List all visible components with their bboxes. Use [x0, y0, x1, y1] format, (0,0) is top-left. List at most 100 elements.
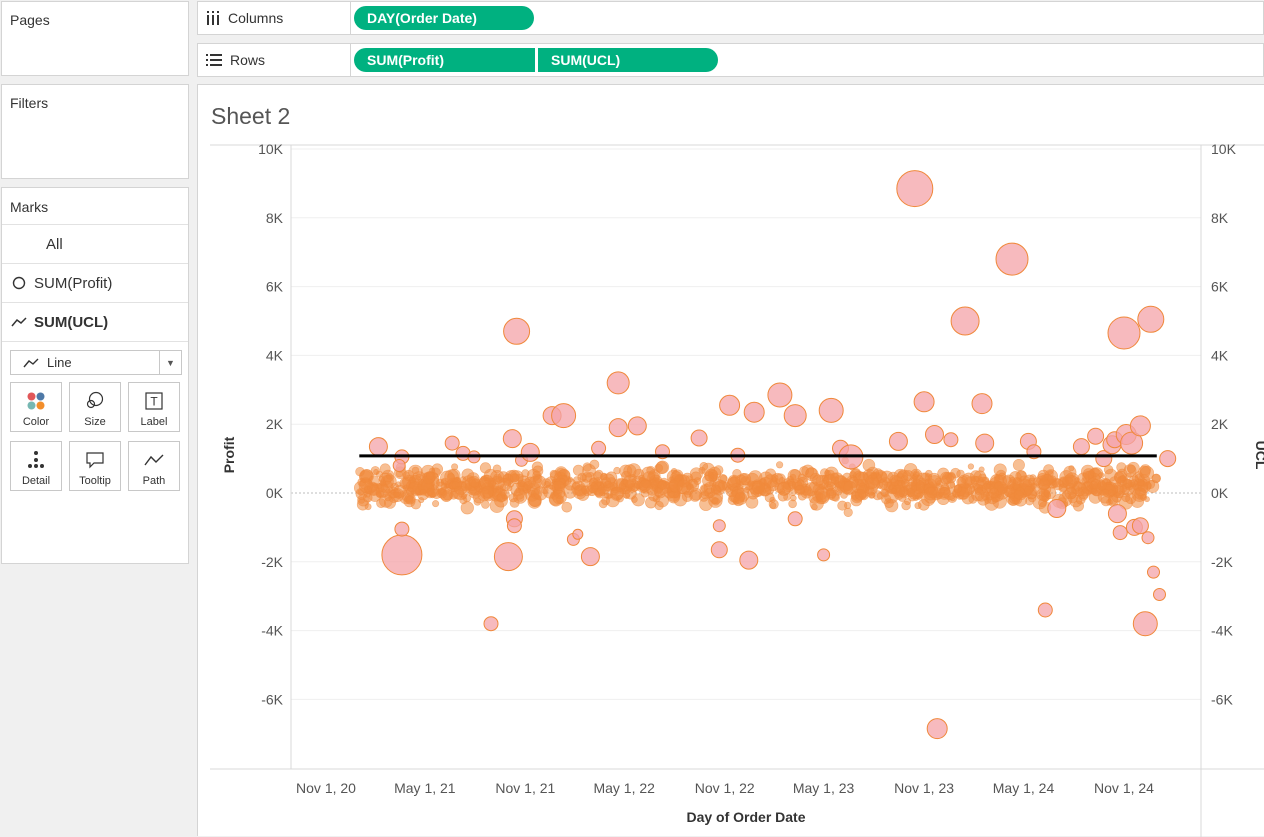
filters-title: Filters — [10, 95, 49, 111]
pill-sum-ucl[interactable]: SUM(UCL) — [538, 48, 718, 72]
data-point — [978, 466, 985, 473]
data-point — [499, 489, 507, 497]
data-point — [655, 460, 670, 474]
data-point — [510, 473, 520, 483]
mark-type-value: Line — [47, 355, 72, 370]
mark-type-dropdown[interactable]: Line ▼ — [10, 350, 182, 375]
data-point — [788, 499, 797, 509]
data-point — [1082, 468, 1095, 480]
circle-mark-icon — [10, 274, 28, 292]
data-point — [815, 487, 831, 503]
data-point — [794, 484, 805, 496]
data-point — [1141, 531, 1155, 545]
data-point — [734, 492, 748, 505]
data-point — [667, 490, 681, 504]
data-point — [582, 462, 592, 472]
marks-title: Marks — [2, 188, 188, 225]
data-point — [572, 481, 581, 490]
data-point — [432, 500, 440, 508]
data-point — [1153, 588, 1166, 601]
data-points — [368, 170, 1177, 740]
data-point — [837, 500, 848, 511]
data-point — [473, 497, 482, 506]
data-point — [506, 518, 522, 534]
dense-point-band — [354, 456, 1162, 518]
data-point — [1131, 517, 1149, 535]
tooltip-icon — [85, 447, 105, 473]
size-button[interactable]: Size — [69, 382, 121, 432]
data-point — [995, 242, 1029, 276]
data-point — [606, 371, 630, 395]
data-point — [699, 461, 709, 471]
data-point — [971, 393, 993, 415]
data-point — [1090, 479, 1102, 490]
label-button[interactable]: T Label — [128, 382, 180, 432]
pages-title: Pages — [10, 12, 50, 28]
data-point — [689, 487, 703, 501]
y-tick-label: 6K — [266, 279, 284, 295]
scatter-chart[interactable]: 10K 10K 8K 8K 6K 6K 4K 4K 2K 2K 0K 0K -2K -2K -4K -4K -6… — [198, 85, 1264, 837]
data-point — [710, 541, 728, 559]
y-right-tick-label: -2K — [1211, 554, 1233, 570]
data-point — [561, 501, 573, 513]
pages-card[interactable]: Pages — [1, 1, 189, 76]
x-tick-label: Nov 1, 23 — [894, 780, 954, 796]
path-button[interactable]: Path — [128, 441, 180, 491]
chevron-down-icon[interactable]: ▼ — [159, 351, 181, 374]
data-point — [355, 467, 365, 477]
data-point — [1159, 450, 1177, 468]
filters-card[interactable]: Filters — [1, 84, 189, 179]
data-point — [420, 489, 427, 496]
marks-tab-sum-profit[interactable]: SUM(Profit) — [2, 264, 188, 303]
data-point — [842, 472, 852, 482]
data-point — [775, 461, 784, 469]
data-point — [747, 480, 755, 488]
detail-button[interactable]: Detail — [10, 441, 62, 491]
y-tick-label: -4K — [261, 623, 283, 639]
data-point — [925, 425, 944, 444]
data-point — [888, 431, 908, 451]
data-point — [1123, 478, 1133, 489]
sheet-title: Sheet 2 — [211, 103, 291, 129]
data-point — [437, 488, 445, 495]
rows-label: Rows — [230, 52, 266, 68]
columns-icon — [206, 11, 220, 25]
data-point — [676, 479, 691, 495]
data-point — [1072, 438, 1090, 456]
detail-icon — [26, 447, 46, 473]
detail-label: Detail — [21, 475, 51, 487]
data-point — [428, 488, 437, 498]
pill-sum-profit[interactable]: SUM(Profit) — [354, 48, 535, 72]
columns-shelf[interactable]: Columns DAY(Order Date) — [197, 1, 1264, 35]
tooltip-label: Tooltip — [79, 475, 111, 487]
marks-all-tab[interactable]: All — [2, 225, 188, 264]
marks-tab-label: SUM(Profit) — [34, 274, 113, 292]
data-point — [787, 511, 803, 527]
marks-card: Marks All SUM(Profit) SUM(UCL) Line ▼ Co… — [1, 187, 189, 564]
x-tick-label: Nov 1, 21 — [495, 780, 555, 796]
data-point — [1107, 504, 1127, 524]
pill-day-order-date[interactable]: DAY(Order Date) — [354, 6, 534, 30]
data-point — [690, 429, 708, 447]
data-point — [671, 469, 684, 482]
data-point — [700, 485, 708, 492]
tooltip-button[interactable]: Tooltip — [69, 441, 121, 491]
line-mark-icon — [23, 357, 39, 369]
rows-shelf[interactable]: Rows SUM(Profit) SUM(UCL) — [197, 43, 1264, 77]
data-point — [532, 465, 544, 477]
x-tick-label: May 1, 23 — [793, 780, 855, 796]
data-point — [1136, 478, 1145, 487]
data-point — [483, 616, 499, 632]
data-point — [358, 478, 374, 493]
data-point — [1043, 486, 1057, 499]
label-label: Label — [140, 416, 168, 428]
data-point — [950, 306, 980, 336]
data-point — [949, 495, 956, 502]
color-button[interactable]: Color — [10, 382, 62, 432]
data-point — [906, 488, 916, 498]
data-point — [1120, 431, 1144, 455]
marks-tab-sum-ucl[interactable]: SUM(UCL) — [2, 303, 188, 342]
data-point — [901, 478, 910, 488]
data-point — [405, 495, 414, 504]
data-point — [653, 487, 664, 498]
